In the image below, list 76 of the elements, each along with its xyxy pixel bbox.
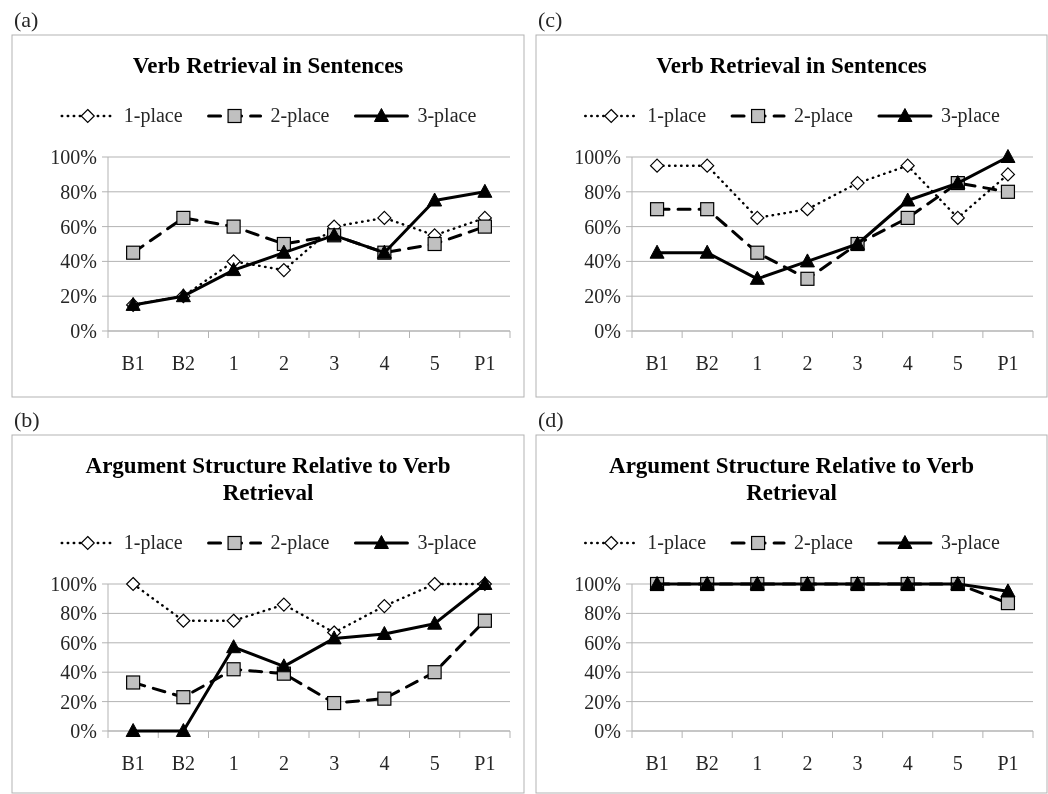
x-tick-label: P1	[997, 352, 1019, 374]
y-tick-label: 80%	[584, 602, 621, 625]
x-tick-label: 1	[228, 352, 239, 374]
text: (a)	[14, 7, 39, 32]
y-tick-label: 80%	[60, 180, 97, 203]
y-tick-label: 60%	[60, 631, 97, 654]
legend-label: 3-place	[417, 104, 477, 127]
x-tick-label: 5	[952, 352, 963, 374]
chart-title: Argument Structure Relative to Verb Retrieval	[85, 453, 451, 505]
y-tick-label: 80%	[584, 180, 621, 203]
x-tick-label: B2	[695, 352, 719, 374]
legend-label: 1-place	[123, 104, 183, 127]
text: (d)	[538, 407, 564, 432]
legend-label: 2-place	[794, 531, 854, 554]
y-tick-label: 60%	[60, 215, 97, 238]
legend-label: 3-place	[940, 531, 1000, 554]
x-tick-label: 1	[752, 352, 763, 374]
x-tick-label: B1	[645, 752, 669, 774]
y-tick-label: 100%	[50, 146, 97, 168]
y-tick-label: 60%	[584, 215, 621, 238]
x-tick-label: 4	[902, 752, 913, 774]
x-tick-label: B1	[121, 752, 145, 774]
x-tick-label: P1	[474, 352, 496, 374]
x-tick-label: 4	[379, 352, 390, 374]
x-tick-label: 3	[852, 752, 863, 774]
x-tick-label: 3	[852, 352, 863, 374]
x-tick-label: 2	[802, 352, 813, 374]
y-tick-label: 20%	[584, 690, 621, 713]
x-tick-label: 2	[802, 752, 813, 774]
y-tick-label: 0%	[70, 720, 97, 742]
x-tick-label: 5	[429, 752, 440, 774]
y-tick-label: 100%	[50, 573, 97, 595]
y-tick-label: 20%	[60, 690, 97, 713]
y-tick-label: 0%	[594, 720, 621, 742]
y-tick-label: 40%	[60, 661, 97, 684]
legend-label: 1-place	[647, 531, 707, 554]
legend-label: 2-place	[270, 104, 330, 127]
legend-label: 3-place	[417, 531, 477, 554]
legend-label: 3-place	[940, 104, 1000, 127]
x-tick-label: B2	[171, 752, 196, 774]
legend-label: 1-place	[647, 104, 707, 127]
y-tick-label: 40%	[584, 250, 621, 273]
x-tick-label: B1	[645, 352, 669, 374]
legend-label: 2-place	[794, 104, 854, 127]
x-tick-label: B2	[171, 352, 196, 374]
chart-title: Verb Retrieval in Sentences	[656, 53, 927, 78]
x-tick-label: B1	[121, 352, 145, 374]
y-tick-label: 20%	[584, 285, 621, 308]
y-tick-label: 20%	[60, 285, 97, 308]
x-tick-label: 4	[379, 752, 390, 774]
text: (c)	[538, 7, 563, 32]
x-tick-label: 2	[278, 352, 289, 374]
y-tick-label: 40%	[584, 661, 621, 684]
x-tick-label: 1	[228, 752, 239, 774]
legend-label: 1-place	[123, 531, 183, 554]
x-tick-label: 3	[329, 752, 340, 774]
x-tick-label: P1	[997, 752, 1019, 774]
y-tick-label: 40%	[60, 250, 97, 273]
y-tick-label: 100%	[574, 573, 621, 595]
y-tick-label: 0%	[70, 320, 97, 342]
x-tick-label: 5	[952, 752, 963, 774]
x-tick-label: 5	[429, 352, 440, 374]
x-tick-label: 1	[752, 752, 763, 774]
legend-label: 2-place	[270, 531, 330, 554]
x-tick-label: B2	[695, 752, 719, 774]
x-tick-label: 2	[278, 752, 289, 774]
x-tick-label: 3	[329, 352, 340, 374]
y-tick-label: 0%	[594, 320, 621, 342]
x-tick-label: 4	[902, 352, 913, 374]
chart-title: Argument Structure Relative to Verb Retrieval	[609, 453, 974, 505]
x-tick-label: P1	[474, 752, 496, 774]
y-tick-label: 80%	[60, 602, 97, 625]
chart-title: Verb Retrieval in Sentences	[132, 53, 404, 78]
y-tick-label: 100%	[574, 146, 621, 168]
y-tick-label: 60%	[584, 631, 621, 654]
text: (b)	[14, 407, 40, 432]
